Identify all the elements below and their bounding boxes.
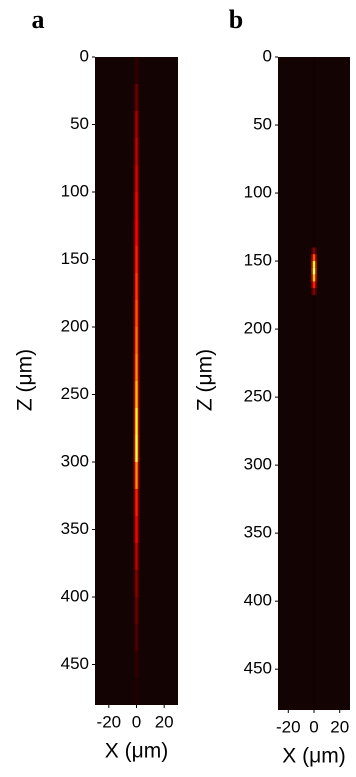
intensity-cell [135,462,137,489]
intensity-cell [135,165,137,192]
y-tick-label: 150 [61,249,89,268]
intensity-cell [135,543,137,570]
x-axis-label: X (μm) [282,745,345,768]
intensity-cell [313,281,315,288]
intensity-cell [135,624,137,651]
intensity-cell [313,288,315,295]
y-tick-label: 350 [244,523,272,542]
y-tick-label: 300 [61,451,89,470]
intensity-cell [135,651,137,678]
y-tick-label: 350 [61,519,89,538]
intensity-cell [135,219,137,246]
intensity-cell [135,327,137,354]
intensity-cell [135,381,137,408]
panel-letter: b [229,5,243,34]
intensity-cell [135,435,137,462]
intensity-cell [135,300,137,327]
panel: b 0 50 100 150 200 250 300 350 400 450 -20 0 20 X (μm)… [194,5,350,768]
y-tick-label: 450 [61,654,89,673]
intensity-cell [313,295,315,710]
intensity-cell [313,261,315,268]
x-tick-label: 0 [309,717,318,736]
y-tick-label: 400 [244,591,272,610]
intensity-cell [135,246,137,273]
y-tick-label: 100 [244,183,272,202]
y-tick-label: 0 [263,46,272,65]
y-tick-label: 100 [61,181,89,200]
intensity-cell [135,138,137,165]
intensity-cell [135,597,137,624]
y-tick-label: 200 [61,316,89,335]
x-tick-label: -20 [276,717,301,736]
intensity-cell [313,247,315,254]
intensity-cell [135,516,137,543]
intensity-cell [135,84,137,111]
intensity-cell [135,57,137,84]
intensity-cell [135,111,137,138]
intensity-cell [135,354,137,381]
y-axis-label: Z (μm) [194,349,217,411]
intensity-cell [313,268,315,275]
intensity-cell [313,57,315,247]
x-axis-label: X (μm) [105,740,168,763]
y-tick-label: 50 [70,114,89,133]
intensity-cell [135,273,137,300]
intensity-cell [313,254,315,261]
x-tick-label: 0 [132,712,141,731]
x-tick-label: 20 [155,712,174,731]
intensity-cell [313,275,315,282]
y-axis-label: Z (μm) [14,349,37,411]
y-tick-label: 400 [61,586,89,605]
x-tick-label: -20 [97,712,122,731]
intensity-cell [135,678,137,705]
y-tick-label: 300 [244,455,272,474]
panel-letter: a [32,5,45,34]
intensity-cell [135,570,137,597]
y-tick-label: 200 [244,319,272,338]
y-tick-label: 250 [61,384,89,403]
intensity-cell [135,408,137,435]
y-tick-label: 50 [253,115,272,134]
intensity-cell [135,489,137,516]
panel: a 0 50 100 150 200 250 300 350 400 450 -20 0 20 X (μm)… [14,5,178,763]
figure: a050100150200250300350400450-20020X (μm)… [0,0,356,777]
y-tick-label: 250 [244,387,272,406]
x-tick-label: 20 [330,717,349,736]
intensity-cell [135,192,137,219]
y-tick-label: 150 [244,251,272,270]
y-tick-label: 450 [244,659,272,678]
y-tick-label: 0 [80,46,89,65]
